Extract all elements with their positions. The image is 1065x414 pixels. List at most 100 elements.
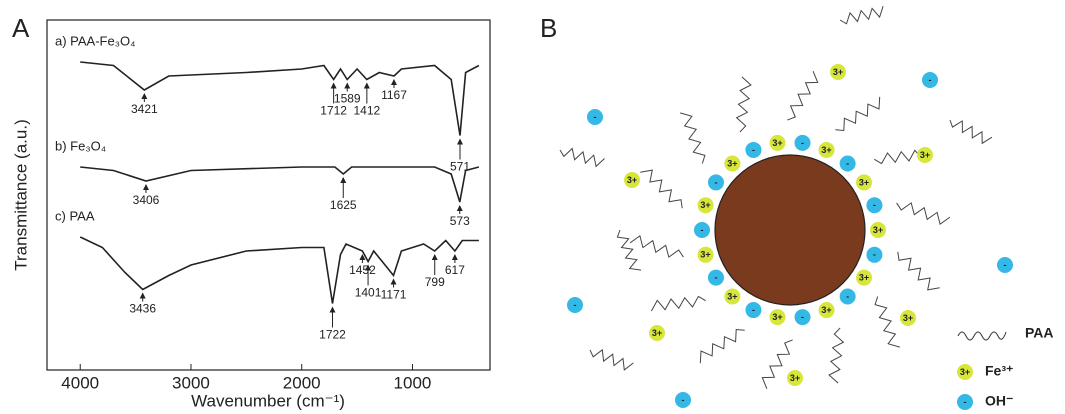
- ion-label: -: [714, 177, 717, 187]
- oh-ion: [997, 257, 1013, 273]
- arrow-head: [451, 254, 458, 260]
- peak-label: 1625: [330, 198, 357, 212]
- fe-ion: [697, 246, 714, 263]
- arrow-head: [139, 292, 146, 299]
- arrow-head: [431, 254, 438, 260]
- oh-ion: [707, 174, 724, 191]
- ion-label: 3+: [700, 200, 710, 210]
- paa-chain: [835, 96, 881, 132]
- fe-ion: [724, 155, 741, 172]
- arrow-head: [143, 184, 150, 190]
- paa-chain: [680, 112, 706, 164]
- series-label: c) PAA: [55, 208, 95, 223]
- paa-chain: [828, 327, 845, 384]
- peak-label: 1171: [381, 288, 407, 302]
- arrow-head: [344, 82, 351, 89]
- ion-label: -: [714, 272, 717, 282]
- ion-label: -: [929, 75, 932, 85]
- arrow-head: [141, 93, 148, 99]
- ion-label: -: [801, 312, 804, 322]
- plot-frame: [46, 19, 491, 371]
- fe-ion: [649, 325, 665, 341]
- fe-ion: [769, 134, 786, 151]
- series-label: a) PAA-Fe₃O₄: [55, 33, 135, 48]
- ion-label: 3+: [821, 305, 831, 315]
- ion-label: 3+: [859, 272, 869, 282]
- fe-ion: [856, 269, 873, 286]
- ion-label: 3+: [652, 328, 662, 338]
- fe-ion: [830, 64, 846, 80]
- spectrum: [79, 236, 479, 304]
- paa-chain: [897, 251, 940, 291]
- legend-label: PAA: [1025, 325, 1054, 341]
- ion-label: 3+: [833, 67, 843, 77]
- arrow-head: [329, 306, 336, 313]
- peak-label: 1167: [381, 88, 407, 102]
- ion-label: -: [846, 291, 849, 301]
- ion-label: 3+: [859, 177, 869, 187]
- series-label: b) Fe₃O₄: [55, 138, 106, 153]
- oh-ion: [587, 109, 603, 125]
- fe-ion: [787, 370, 803, 386]
- peak-label: 799: [425, 275, 445, 289]
- ion-label: 3+: [627, 175, 637, 185]
- oh-ion: [745, 302, 762, 319]
- ion-label: 3+: [873, 225, 883, 235]
- oh-ion: [675, 392, 691, 408]
- ion-label: 3+: [960, 367, 970, 377]
- ion-label: -: [701, 225, 704, 235]
- legend-label: Fe³⁺: [985, 363, 1013, 379]
- fe-ion: [957, 364, 973, 380]
- paa-chain: [650, 295, 706, 312]
- oh-ion: [866, 197, 883, 214]
- oh-ion: [794, 134, 811, 151]
- peak-label: 573: [450, 214, 470, 228]
- paa-chain: [559, 147, 605, 168]
- peak-label: 1412: [353, 104, 380, 118]
- peak-label: 571: [450, 160, 470, 174]
- paa-chain: [589, 348, 634, 371]
- paa-chain: [761, 339, 793, 389]
- ion-label: 3+: [903, 313, 913, 323]
- x-tick-label: 3000: [172, 373, 210, 392]
- ion-label: 3+: [772, 138, 782, 148]
- arrow-head: [456, 205, 463, 211]
- oh-ion: [922, 72, 938, 88]
- x-axis-label: Wavenumber (cm⁻¹): [191, 391, 345, 410]
- arrow-head: [390, 278, 397, 285]
- arrow-head: [390, 79, 397, 85]
- fe-ion: [856, 174, 873, 191]
- oh-ion: [839, 155, 856, 172]
- ion-label: 3+: [772, 312, 782, 322]
- paa-chain: [640, 169, 683, 209]
- paa-chain: [735, 76, 752, 133]
- spectrum: [80, 61, 480, 136]
- fe-ion: [724, 288, 741, 305]
- oh-ion: [839, 288, 856, 305]
- oh-ion: [794, 309, 811, 326]
- legend-label: OH⁻: [985, 393, 1013, 409]
- peak-label: 3406: [133, 193, 160, 207]
- paa-chain: [874, 296, 900, 348]
- arrow-head: [359, 254, 366, 260]
- spectrum: [80, 166, 480, 203]
- arrow-head: [363, 82, 370, 89]
- peak-label: 3421: [131, 102, 158, 116]
- arrow-head: [340, 177, 347, 183]
- paa-chain: [629, 234, 684, 258]
- x-tick-label: 2000: [283, 373, 321, 392]
- oh-ion: [866, 246, 883, 263]
- fe-ion: [624, 172, 640, 188]
- nanoparticle: [714, 154, 866, 306]
- peak-label: 617: [445, 263, 465, 277]
- fe-ion: [818, 302, 835, 319]
- ion-label: -: [873, 250, 876, 260]
- peak-label: 1401: [355, 286, 382, 300]
- paa-chain: [839, 6, 884, 25]
- peak-label: 1712: [320, 104, 347, 118]
- paa-chain: [699, 328, 745, 364]
- ion-label: -: [801, 138, 804, 148]
- legend-chain: [957, 331, 1007, 341]
- paa-chain: [896, 202, 951, 226]
